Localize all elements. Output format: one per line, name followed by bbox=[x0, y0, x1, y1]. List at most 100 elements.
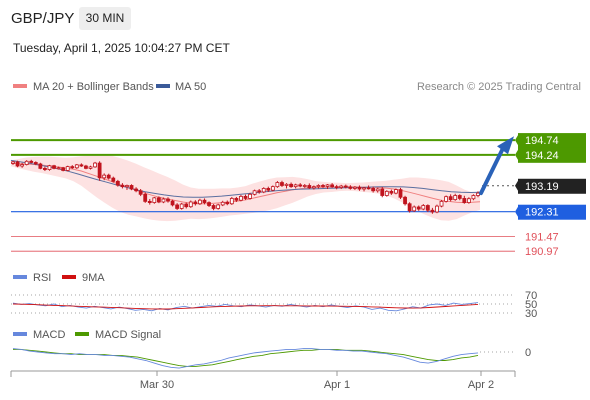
level-tag-193.19 bbox=[518, 178, 586, 194]
candle-body bbox=[106, 174, 111, 179]
level-tag-194.74 bbox=[518, 133, 586, 149]
x-axis: Mar 30 Apr 1 Apr 2 bbox=[10, 370, 516, 391]
candle-body bbox=[93, 162, 97, 168]
candle-body bbox=[375, 188, 380, 192]
candle-body bbox=[138, 190, 143, 195]
rsi-level-label-30: 30 bbox=[525, 308, 537, 320]
candle-body bbox=[56, 167, 61, 170]
candle-body bbox=[416, 206, 421, 210]
macd-zero-label: 0 bbox=[525, 347, 531, 359]
candle-body bbox=[462, 198, 467, 203]
candle-body bbox=[343, 185, 348, 188]
candle-body bbox=[179, 203, 184, 209]
macd-line bbox=[12, 348, 479, 369]
level-tag-pointer-192.31 bbox=[515, 206, 518, 217]
rsi-legend: RSI 9MA bbox=[13, 272, 105, 284]
candle-body bbox=[471, 195, 476, 200]
macd-signal-line bbox=[13, 348, 479, 367]
level-label-190.97: 190.97 bbox=[525, 246, 559, 258]
level-label-193.19: 193.19 bbox=[525, 181, 559, 193]
main-legend: MA 20 + Bollinger Bands MA 50 bbox=[13, 81, 206, 93]
candle-body bbox=[448, 196, 453, 201]
candle-body bbox=[125, 185, 129, 188]
candle-body bbox=[380, 188, 385, 196]
candle-body bbox=[11, 161, 15, 164]
candle-body bbox=[330, 184, 335, 188]
x-tick-label-Apr 1: Apr 1 bbox=[324, 379, 350, 391]
level-tag-pointer-194.74 bbox=[515, 135, 518, 146]
candle-body bbox=[311, 186, 316, 189]
level-label-194.24: 194.24 bbox=[525, 150, 559, 162]
candle-body bbox=[435, 205, 439, 213]
candle-body bbox=[188, 201, 193, 208]
candle-body bbox=[207, 202, 211, 206]
candle-body bbox=[134, 188, 138, 192]
rsi-level-label-70: 70 bbox=[525, 290, 537, 302]
macd-legend: MACD MACD Signal bbox=[13, 329, 161, 341]
rsi-ma-legend-swatch bbox=[62, 275, 76, 279]
candle-body bbox=[270, 186, 275, 191]
candle-body bbox=[65, 166, 70, 171]
ma50-line bbox=[10, 159, 481, 198]
candle-body bbox=[293, 184, 298, 188]
candle-body bbox=[79, 164, 84, 167]
candle-body bbox=[47, 165, 52, 170]
candle-body bbox=[289, 183, 293, 188]
level-tag-pointer-194.24 bbox=[515, 149, 518, 160]
candle-body bbox=[33, 162, 38, 165]
x-tick-label-Mar 30: Mar 30 bbox=[140, 379, 174, 391]
candle-body bbox=[348, 186, 353, 189]
candle-body bbox=[412, 206, 417, 212]
ma20-legend-label: MA 20 + Bollinger Bands bbox=[33, 81, 154, 93]
candle-body bbox=[457, 195, 462, 199]
candle-body bbox=[152, 197, 157, 203]
candles-layer bbox=[11, 159, 480, 214]
candle-body bbox=[239, 195, 243, 201]
rsi-legend-swatch bbox=[13, 275, 27, 279]
candle-body bbox=[70, 166, 75, 169]
attribution: Research © 2025 Trading Central bbox=[417, 81, 581, 93]
candle-body bbox=[225, 201, 230, 205]
candle-body bbox=[102, 174, 107, 179]
candle-body bbox=[421, 205, 426, 210]
candle-body bbox=[52, 165, 56, 169]
candle-body bbox=[425, 205, 430, 211]
candle-body bbox=[275, 182, 280, 188]
candle-body bbox=[266, 188, 271, 191]
candle-body bbox=[252, 190, 257, 195]
candle-body bbox=[115, 180, 120, 186]
candle-body bbox=[184, 203, 189, 208]
candle-body bbox=[211, 205, 216, 209]
level-tag-194.24 bbox=[518, 147, 586, 163]
candle-body bbox=[74, 164, 79, 169]
candle-body bbox=[202, 199, 207, 203]
candle-body bbox=[88, 166, 93, 169]
candle-body bbox=[24, 160, 29, 165]
candle-body bbox=[307, 185, 312, 189]
level-tag-192.31 bbox=[518, 204, 586, 220]
candle-body bbox=[20, 164, 25, 167]
level-tag-pointer-193.19 bbox=[515, 180, 518, 191]
macd-panel: 0 bbox=[12, 347, 531, 369]
candle-body bbox=[120, 184, 125, 188]
candle-body bbox=[143, 193, 148, 202]
candle-body bbox=[430, 209, 435, 213]
candle-body bbox=[403, 196, 407, 205]
candle-body bbox=[84, 165, 88, 169]
forecast-arrow-shaft bbox=[479, 146, 505, 196]
candle-body bbox=[407, 203, 412, 212]
ma20-legend-swatch bbox=[13, 84, 27, 88]
timeframe-badge[interactable]: 30 MIN bbox=[79, 7, 131, 30]
candle-body bbox=[111, 177, 116, 182]
macd-legend-swatch bbox=[13, 332, 27, 336]
candle-body bbox=[220, 201, 225, 206]
candle-body bbox=[362, 187, 366, 190]
candle-body bbox=[316, 185, 321, 188]
candle-body bbox=[357, 186, 362, 190]
candle-body bbox=[129, 185, 134, 190]
candle-body bbox=[248, 193, 252, 199]
level-label-194.74: 194.74 bbox=[525, 135, 559, 147]
rsi-level-label-50: 50 bbox=[525, 299, 537, 311]
